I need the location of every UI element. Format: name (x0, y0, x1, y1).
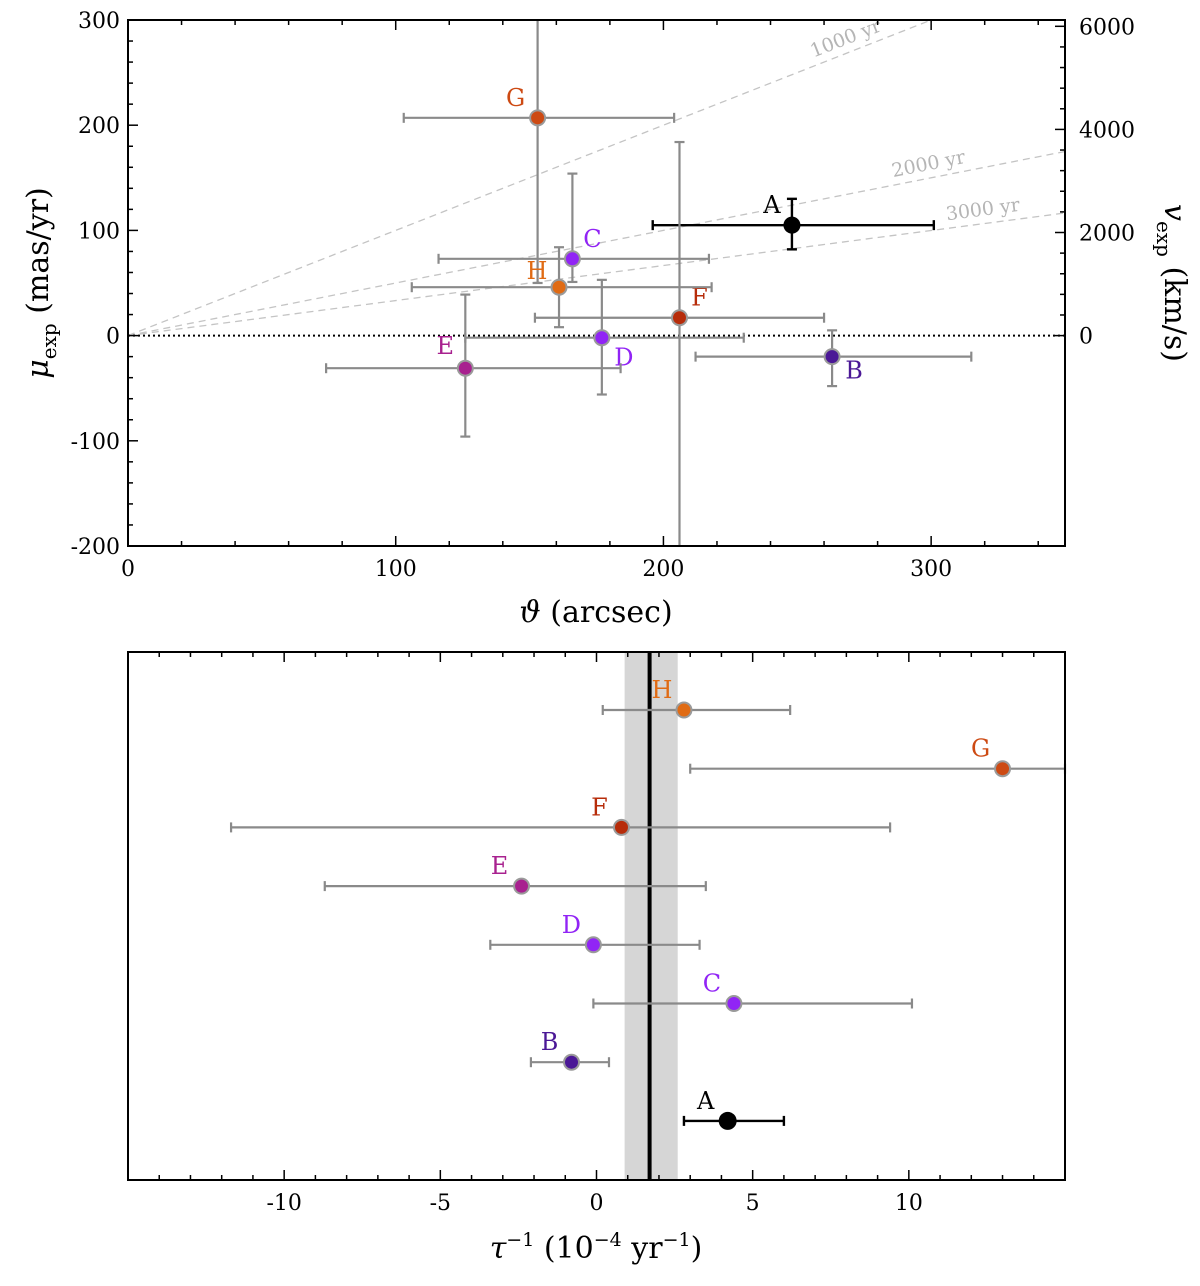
y2-tick-label: 0 (1079, 325, 1093, 350)
bottom-panel: H G F E D C B A -10 -5 0 5 10 τ−1 (10−4 yr−1) (127, 651, 1067, 1266)
point-label: E (437, 332, 455, 360)
x-tick-label: -5 (430, 1191, 451, 1216)
x-tick-label: 200 (642, 557, 684, 582)
point-label: G (971, 735, 990, 763)
point-marker (725, 995, 743, 1012)
point-marker (612, 818, 630, 836)
bottom-plot-frame (127, 651, 1066, 1181)
point-label: H (651, 676, 672, 704)
point-label: A (762, 191, 781, 219)
top-y-axis-label: μexp (mas/yr) (21, 187, 61, 379)
data-point-f: F (229, 793, 892, 836)
y-tick-label: -200 (71, 535, 120, 560)
age-line-label: 1000 yr (807, 14, 885, 62)
data-point-c: C (592, 970, 914, 1012)
bottom-data-points: H G F E D C B A (229, 676, 1067, 1130)
x-tick-label: 0 (121, 557, 135, 582)
point-label: D (614, 344, 633, 372)
age-line (127, 212, 1066, 337)
point-label: C (703, 970, 721, 998)
y-tick-label: 0 (106, 325, 120, 350)
age-line-label: 2000 yr (890, 146, 968, 182)
data-point-b: B (694, 329, 973, 388)
data-point-h: H (410, 246, 713, 329)
x-tick-label: 300 (910, 557, 952, 582)
point-label: B (845, 357, 863, 385)
point-marker (675, 701, 693, 719)
point-marker (563, 250, 581, 268)
top-right-axis-label: vexp (km/s) (1152, 204, 1192, 362)
point-marker (584, 936, 602, 954)
x-tick-label: 10 (895, 1191, 923, 1216)
top-plot-frame (127, 19, 1066, 547)
top-data-points: A B C D E F G H (325, 20, 973, 546)
point-marker (718, 1111, 737, 1130)
point-marker (563, 1053, 581, 1071)
point-marker (456, 359, 474, 377)
point-label: E (491, 852, 509, 880)
data-point-g: G (402, 20, 676, 285)
data-point-d: D (489, 911, 701, 954)
bottom-axis-ticks: -10 -5 0 5 10 (127, 652, 1066, 1216)
y-tick-label: 300 (78, 9, 120, 34)
data-point-e: E (325, 293, 622, 438)
point-marker (529, 109, 547, 127)
point-label: A (696, 1087, 715, 1115)
y-tick-label: -100 (71, 430, 120, 455)
point-label: B (541, 1028, 559, 1056)
x-tick-label: -10 (266, 1191, 301, 1216)
data-point-e: E (323, 852, 707, 895)
point-label: C (583, 225, 601, 253)
point-marker (550, 278, 568, 296)
y2-tick-label: 4000 (1079, 118, 1135, 143)
top-x-axis-label: ϑ (arcsec) (519, 595, 672, 630)
point-label: F (591, 793, 608, 821)
top-axis-ticks: 0 100 200 300 -200 -100 0 100 200 300 0 2000 4000 600… (71, 9, 1135, 582)
y-tick-label: 100 (78, 219, 120, 244)
point-marker (670, 309, 688, 327)
y2-tick-label: 6000 (1079, 15, 1135, 40)
point-label: G (506, 84, 525, 112)
y-tick-label: 200 (78, 114, 120, 139)
data-point-a: A (651, 191, 936, 251)
point-label: H (527, 257, 548, 285)
data-point-a: A (682, 1087, 786, 1130)
data-point-d: D (464, 278, 745, 396)
data-point-h: H (601, 676, 792, 719)
data-point-c: C (437, 172, 711, 284)
y2-tick-label: 2000 (1079, 222, 1135, 247)
x-tick-label: 5 (746, 1191, 760, 1216)
data-point-g: G (689, 735, 1067, 778)
point-label: F (691, 284, 708, 312)
point-marker (823, 348, 841, 366)
point-label: D (562, 911, 581, 939)
data-point-b: B (529, 1028, 611, 1071)
point-marker (783, 216, 801, 234)
bottom-x-axis-label: τ−1 (10−4 yr−1) (490, 1229, 703, 1266)
x-tick-label: 100 (375, 557, 417, 582)
point-marker (513, 877, 531, 895)
data-point-f: F (533, 140, 826, 546)
x-tick-label: 0 (590, 1191, 604, 1216)
age-line (127, 150, 1066, 337)
point-marker (593, 329, 611, 347)
point-marker (994, 760, 1012, 778)
